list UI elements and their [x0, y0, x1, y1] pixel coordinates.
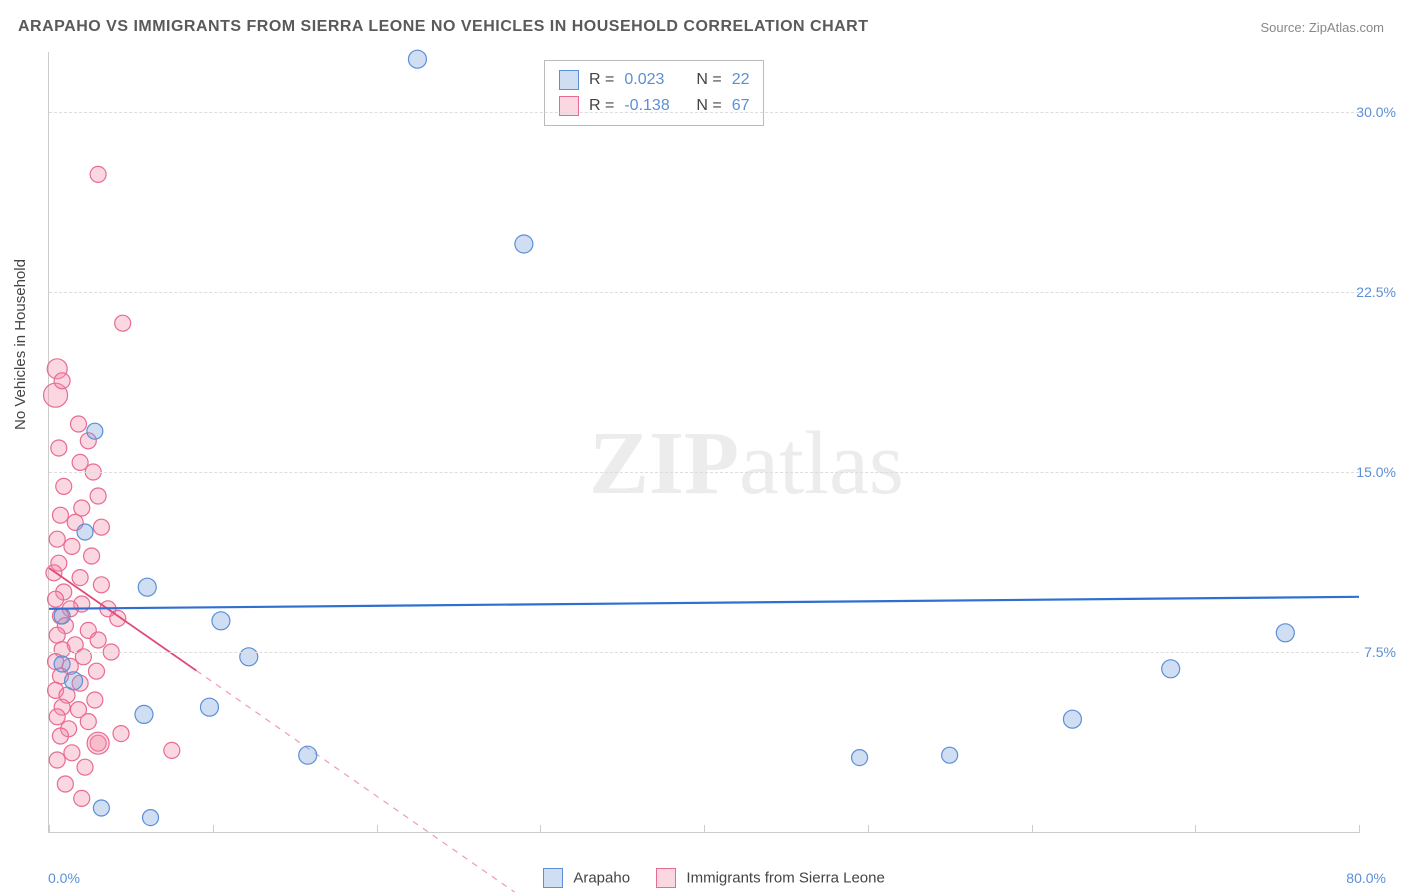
y-tick-label: 22.5%: [1356, 284, 1396, 300]
data-point: [93, 577, 109, 593]
legend-row: R = 0.023 N = 22: [559, 67, 749, 93]
y-tick-label: 30.0%: [1356, 104, 1396, 120]
swatch-icon: [656, 868, 676, 888]
data-point: [143, 810, 159, 826]
gridline: [49, 292, 1359, 293]
data-point: [1162, 660, 1180, 678]
data-point: [90, 488, 106, 504]
data-point: [93, 800, 109, 816]
correlation-legend: R = 0.023 N = 22 R = -0.138 N = 67: [544, 60, 764, 126]
data-point: [84, 548, 100, 564]
series-legend: Arapaho Immigrants from Sierra Leone: [0, 868, 1406, 888]
data-point: [52, 728, 68, 744]
y-tick-label: 7.5%: [1364, 644, 1396, 660]
y-axis-label: No Vehicles in Household: [12, 259, 29, 430]
data-point: [408, 50, 426, 68]
legend-item-label: Arapaho: [573, 870, 630, 887]
data-point: [65, 672, 83, 690]
data-point: [52, 507, 68, 523]
r-label: R =: [589, 67, 614, 93]
data-point: [54, 373, 70, 389]
chart-svg: [49, 52, 1359, 832]
data-point: [87, 692, 103, 708]
data-point: [70, 416, 86, 432]
data-point: [57, 776, 73, 792]
data-point: [54, 608, 70, 624]
data-point: [1276, 624, 1294, 642]
data-point: [87, 423, 103, 439]
x-tick: [1195, 825, 1196, 833]
data-point: [90, 632, 106, 648]
data-point: [74, 500, 90, 516]
n-label: N =: [696, 67, 721, 93]
data-point: [852, 750, 868, 766]
data-point: [87, 732, 109, 754]
data-point: [138, 578, 156, 596]
data-point: [74, 790, 90, 806]
data-point: [164, 742, 180, 758]
data-point: [77, 759, 93, 775]
data-point: [64, 538, 80, 554]
n-value: 22: [732, 67, 750, 93]
x-tick: [377, 825, 378, 833]
x-tick: [704, 825, 705, 833]
x-tick: [1032, 825, 1033, 833]
trend-line: [49, 597, 1359, 609]
x-tick: [868, 825, 869, 833]
swatch-icon: [543, 868, 563, 888]
data-point: [200, 698, 218, 716]
data-point: [88, 663, 104, 679]
x-tick-label: 0.0%: [48, 870, 80, 886]
data-point: [49, 709, 65, 725]
y-tick-label: 15.0%: [1356, 464, 1396, 480]
data-point: [93, 519, 109, 535]
r-value: 0.023: [624, 67, 686, 93]
n-label: N =: [696, 93, 721, 119]
data-point: [113, 726, 129, 742]
data-point: [49, 752, 65, 768]
data-point: [515, 235, 533, 253]
x-tick: [213, 825, 214, 833]
gridline: [49, 112, 1359, 113]
data-point: [64, 745, 80, 761]
gridline: [49, 472, 1359, 473]
source-label: Source: ZipAtlas.com: [1260, 20, 1384, 35]
n-value: 67: [732, 93, 750, 119]
data-point: [135, 705, 153, 723]
x-tick-label: 80.0%: [1346, 870, 1386, 886]
data-point: [90, 166, 106, 182]
data-point: [49, 627, 65, 643]
legend-row: R = -0.138 N = 67: [559, 93, 749, 119]
r-value: -0.138: [624, 93, 686, 119]
data-point: [1063, 710, 1081, 728]
data-point: [77, 524, 93, 540]
data-point: [942, 747, 958, 763]
data-point: [48, 591, 64, 607]
r-label: R =: [589, 93, 614, 119]
trend-line-extrapolated: [196, 671, 1359, 892]
data-point: [240, 648, 258, 666]
data-point: [56, 478, 72, 494]
data-point: [80, 714, 96, 730]
legend-item-label: Immigrants from Sierra Leone: [686, 870, 884, 887]
data-point: [299, 746, 317, 764]
chart-title: ARAPAHO VS IMMIGRANTS FROM SIERRA LEONE …: [18, 18, 869, 36]
data-point: [72, 570, 88, 586]
x-tick: [1359, 825, 1360, 833]
data-point: [49, 531, 65, 547]
data-point: [115, 315, 131, 331]
data-point: [46, 565, 62, 581]
swatch-icon: [559, 70, 579, 90]
data-point: [51, 440, 67, 456]
data-point: [212, 612, 230, 630]
swatch-icon: [559, 96, 579, 116]
plot-area: ZIPatlas R = 0.023 N = 22 R = -0.138 N =…: [48, 52, 1359, 833]
data-point: [54, 656, 70, 672]
x-tick: [49, 825, 50, 833]
gridline: [49, 652, 1359, 653]
x-tick: [540, 825, 541, 833]
